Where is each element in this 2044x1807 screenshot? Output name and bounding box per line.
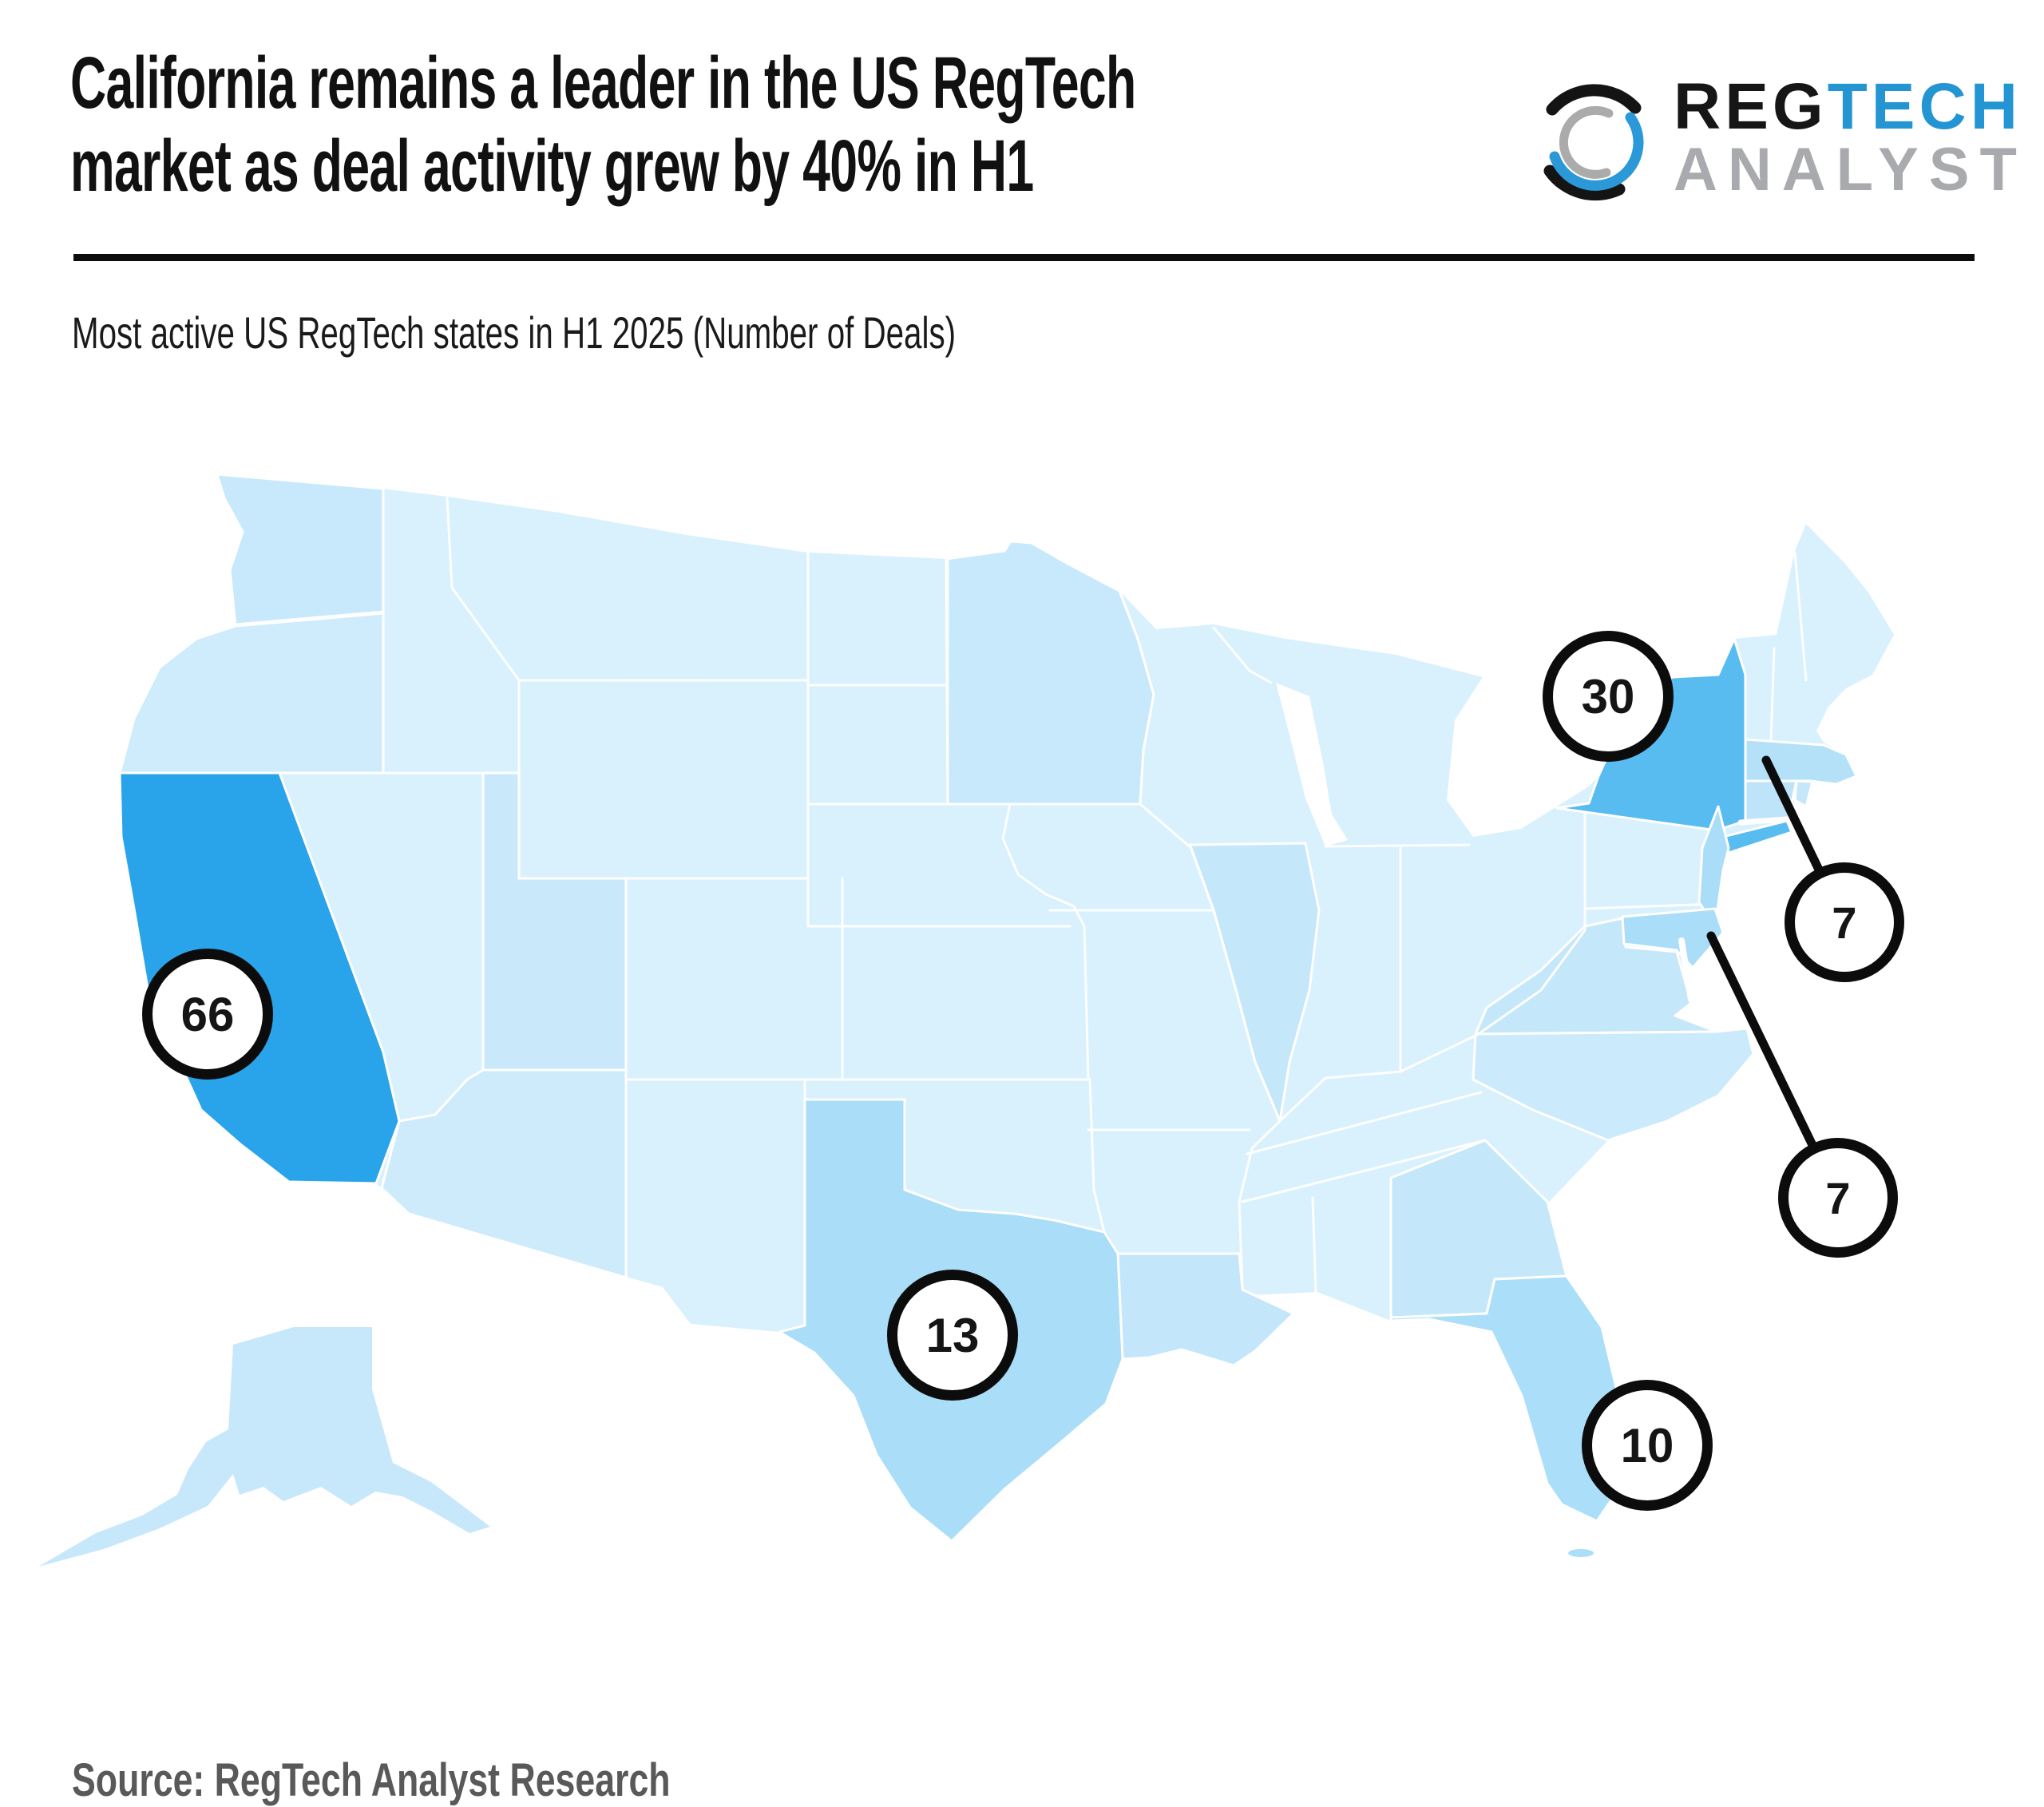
callout-florida-value: 10 [1620,1418,1674,1472]
state-virginia [1474,917,1718,1036]
title-line-2: market as deal activity grew by 40% in H… [70,125,1034,207]
logo-word-reg: REG [1674,70,1828,143]
state-maryland-delaware [1621,907,1725,969]
great-lakes-water [1276,683,1790,1003]
chesapeake-bay [1678,937,1694,1003]
source-note: Source: RegTech Analyst Research [72,1754,849,1807]
regtech-analyst-logo: REGTECH ANALYST [1523,70,2018,214]
callout-maryland: 7 [1778,1138,1898,1258]
source-note-text: Source: RegTech Analyst Research [72,1754,671,1806]
callout-new-york-value: 30 [1581,669,1635,723]
callout-new-york: 30 [1543,631,1674,762]
callout-massachusetts-value: 7 [1832,897,1857,948]
leader-lines [1706,755,1823,1148]
state-north-carolina [1472,1027,1755,1142]
state-massachusetts [1744,738,1858,786]
page-title: California remains a leader in the US Re… [70,42,1136,208]
leader-line-maryland [1706,931,1816,1148]
tinted-states [118,473,1755,1367]
callout-california-value: 66 [180,987,235,1041]
logo-wordmark: REGTECH ANALYST [1674,74,2027,204]
state-minnesota [945,540,1155,806]
chart-subtitle-text: Most active US RegTech states in H1 2025… [72,307,957,358]
callout-maryland-value: 7 [1825,1172,1851,1223]
long-island-sound [1737,816,1790,826]
callout-florida: 10 [1582,1380,1713,1511]
state-alaska [38,1327,490,1567]
logo-regtech: REGTECH [1674,74,2027,140]
state-washington [216,473,385,628]
florida-keys [1568,1549,1594,1557]
callout-massachusetts: 7 [1785,862,1904,982]
leader-line-massachusetts [1761,755,1823,873]
logo-rings-icon [1543,84,1644,201]
callout-california: 66 [142,949,273,1080]
logo-word-tech: TECH [1827,70,2022,143]
state-rhode-island [1793,779,1814,808]
logo-word-analyst: ANALYST [1674,136,2027,204]
lake-michigan [1276,683,1348,846]
state-oregon [118,612,385,775]
chart-subtitle: Most active US RegTech states in H1 2025… [72,307,1300,359]
divider-rule [73,254,1975,261]
callout-texas: 13 [887,1270,1018,1401]
callout-texas-value: 13 [925,1308,980,1362]
title-line-1: California remains a leader in the US Re… [70,42,1136,124]
